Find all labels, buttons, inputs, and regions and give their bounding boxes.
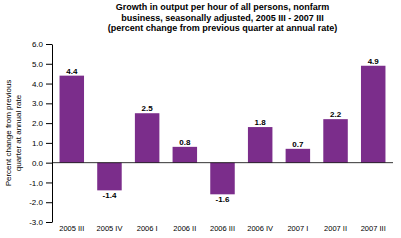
y-tick: -1.0 — [29, 179, 52, 188]
y-tick-label: 4.0 — [32, 80, 44, 89]
title: Growth in output per hour of all persons… — [108, 2, 338, 33]
y-tick: -2.0 — [29, 198, 52, 207]
data-label: 4.9 — [368, 57, 380, 66]
zero-line — [52, 162, 393, 163]
x-tick-label: 2005 IV — [97, 224, 123, 233]
y-tick: 2.0 — [32, 119, 52, 128]
x-tick: 2006 III — [210, 224, 235, 233]
x-tick: 2007 I — [287, 224, 308, 233]
y-axis: -3.0 -2.0 -1.0 0.0 1.0 2.0 3.0 4.0 5.0 6.0 — [29, 40, 52, 227]
y-tick: 3.0 — [32, 99, 52, 108]
bar — [286, 149, 310, 163]
x-tick-label: 2006 II — [173, 224, 196, 233]
x-tick: 2005 III — [59, 224, 84, 233]
x-tick-label: 2007 II — [324, 224, 347, 233]
bars — [60, 66, 386, 195]
x-tick: 2007 II — [324, 224, 347, 233]
bar — [135, 113, 159, 162]
data-label: 2.2 — [330, 110, 342, 119]
chart: Growth in output per hour of all persons… — [0, 0, 401, 238]
y-tick-mark — [46, 163, 52, 164]
x-tick-label: 2006 IV — [247, 224, 273, 233]
y-tick-label: -3.0 — [29, 218, 43, 227]
y-tick-label: -2.0 — [29, 198, 43, 207]
y-tick-label: 1.0 — [32, 139, 44, 148]
x-tick: 2006 II — [173, 224, 196, 233]
bar — [173, 147, 197, 163]
y-tick: 6.0 — [32, 40, 52, 49]
x-tick-label: 2007 I — [287, 224, 308, 233]
y-tick-mark — [46, 44, 52, 45]
x-tick-label: 2006 III — [210, 224, 235, 233]
data-label: 2.5 — [142, 104, 154, 113]
y-tick-mark — [46, 182, 52, 183]
y-tick-label: 3.0 — [32, 99, 44, 108]
data-labels: 4.4 -1.4 2.5 0.8 -1.6 1.8 0.7 2.2 4.9 — [66, 57, 379, 205]
data-label: 4.4 — [66, 67, 78, 76]
bar — [323, 119, 347, 163]
y-axis-title: Percent change from previousquarter at a… — [4, 80, 23, 187]
y-tick-mark — [46, 222, 52, 223]
x-tick-label: 2005 III — [59, 224, 84, 233]
plot: -3.0 -2.0 -1.0 0.0 1.0 2.0 3.0 4.0 5.0 6.0 2005 II… — [29, 40, 393, 233]
x-tick: 2007 III — [361, 224, 386, 233]
y-tick-mark — [46, 103, 52, 104]
bar — [361, 66, 385, 163]
y-tick-mark — [46, 123, 52, 124]
bar — [210, 163, 234, 195]
data-label: 0.7 — [292, 140, 304, 149]
y-tick: 1.0 — [32, 139, 52, 148]
y-tick-label: 6.0 — [32, 40, 44, 49]
y-tick-mark — [46, 143, 52, 144]
x-tick-label: 2007 III — [361, 224, 386, 233]
data-label: -1.6 — [216, 195, 230, 204]
y-tick: 0.0 — [32, 159, 52, 168]
y-tick-mark — [46, 64, 52, 65]
x-tick: 2006 I — [137, 224, 158, 233]
y-axis-line — [52, 45, 53, 223]
data-label: 0.8 — [179, 138, 191, 147]
data-label: -1.4 — [103, 191, 117, 200]
y-tick: 5.0 — [32, 60, 52, 69]
x-tick: 2006 IV — [247, 224, 273, 233]
y-tick-mark — [46, 84, 52, 85]
x-axis: 2005 III 2005 IV 2006 I 2006 II 2006 III 2006… — [59, 224, 385, 233]
bar — [248, 127, 272, 163]
bar — [60, 76, 84, 163]
y-tick-label: 2.0 — [32, 119, 44, 128]
y-tick: -3.0 — [29, 218, 52, 227]
x-tick-label: 2006 I — [137, 224, 158, 233]
y-tick-label: 5.0 — [32, 60, 44, 69]
bar — [97, 163, 121, 191]
y-tick: 4.0 — [32, 80, 52, 89]
y-tick-mark — [46, 202, 52, 203]
y-tick-label: 0.0 — [32, 159, 44, 168]
y-tick-label: -1.0 — [29, 179, 43, 188]
data-label: 1.8 — [255, 118, 267, 127]
x-tick: 2005 IV — [97, 224, 123, 233]
